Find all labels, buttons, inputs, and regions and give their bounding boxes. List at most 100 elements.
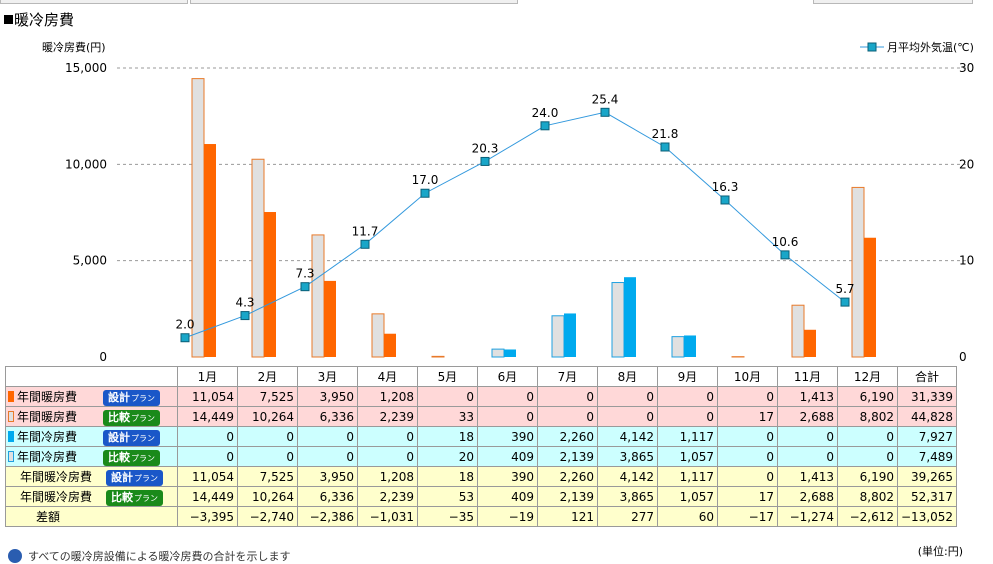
bar-compare — [852, 187, 864, 357]
table-cell: 60 — [658, 507, 718, 527]
bar-compare — [792, 305, 804, 357]
header-cell: 6月 — [478, 367, 538, 387]
table-cell: −2,740 — [238, 507, 298, 527]
plan-badge-text: 設計 — [111, 471, 133, 484]
table-cell: 6,336 — [298, 487, 358, 507]
temperature-label: 17.0 — [412, 173, 439, 187]
plan-badge-text: 設計 — [108, 431, 130, 444]
table-cell: 17 — [718, 407, 778, 427]
plan-badge: 比較プラン — [103, 450, 160, 466]
table-cell: 1,208 — [358, 467, 418, 487]
table-cell: 18 — [418, 427, 478, 447]
temperature-point — [361, 240, 369, 248]
table-cell: 0 — [838, 447, 898, 467]
bar-design — [384, 334, 396, 357]
table-cell: 7,525 — [238, 387, 298, 407]
plan-badge-text: 比較 — [108, 411, 130, 424]
header-cell: 7月 — [538, 367, 598, 387]
temperature-label: 5.7 — [835, 282, 854, 296]
plan-badge-text: 比較 — [108, 451, 130, 464]
table-cell: 52,317 — [898, 487, 957, 507]
bar-compare — [492, 349, 504, 357]
table-cell: −3,395 — [178, 507, 238, 527]
table-cell: 0 — [658, 387, 718, 407]
y-tick-label: 10,000 — [65, 157, 107, 171]
y2-tick-label: 20 — [959, 157, 974, 171]
table-cell: 6,190 — [838, 467, 898, 487]
table-cell: 2,688 — [778, 487, 838, 507]
temperature-label: 7.3 — [295, 267, 314, 281]
table-cell: 0 — [298, 447, 358, 467]
table-cell: 2,239 — [358, 407, 418, 427]
row-label-cell: 年間暖冷房費設計プラン — [6, 467, 178, 487]
legend-marker — [868, 43, 876, 51]
plan-badge-suffix: プラン — [131, 394, 155, 403]
table-cell: 14,449 — [178, 407, 238, 427]
y-tick-label: 5,000 — [73, 254, 107, 268]
bar-compare — [552, 316, 564, 357]
table-cell: 2,260 — [538, 427, 598, 447]
temperature-point — [181, 334, 189, 342]
table-cell: 1,057 — [658, 487, 718, 507]
y2-tick-label: 10 — [959, 254, 974, 268]
bar-design — [804, 330, 816, 357]
table-cell: 7,489 — [898, 447, 957, 467]
temperature-point — [601, 108, 609, 116]
table-cell: 10,264 — [238, 487, 298, 507]
table-cell: 20 — [418, 447, 478, 467]
table-cell: 0 — [538, 387, 598, 407]
y2-tick-label: 0 — [959, 350, 967, 362]
plan-badge: 比較プラン — [103, 410, 160, 426]
table-cell: 277 — [598, 507, 658, 527]
plan-badge: 設計プラン — [106, 470, 163, 486]
row-label: 年間暖冷房費 — [20, 468, 106, 485]
table-cell: −17 — [718, 507, 778, 527]
table-cell: −19 — [478, 507, 538, 527]
bar-design — [684, 335, 696, 357]
bar-compare — [432, 356, 444, 357]
table-cell: 121 — [538, 507, 598, 527]
table-cell: 0 — [838, 427, 898, 447]
header-corner — [6, 367, 178, 387]
temperature-label: 10.6 — [772, 235, 799, 249]
table-cell: 409 — [478, 487, 538, 507]
plan-badge: 設計プラン — [103, 390, 160, 406]
footnote: すべての暖冷房設備による暖冷房費の合計を示します — [8, 548, 290, 564]
plan-badge-suffix: プラン — [134, 494, 158, 503]
table-cell: 53 — [418, 487, 478, 507]
table-cell: 6,336 — [298, 407, 358, 427]
table-cell: 14,449 — [178, 487, 238, 507]
table-cell: 2,260 — [538, 467, 598, 487]
temperature-point — [301, 283, 309, 291]
table-cell: 1,413 — [778, 387, 838, 407]
legend-label: 月平均外気温(℃) — [887, 40, 974, 54]
table-cell: 31,339 — [898, 387, 957, 407]
table-cell: 1,117 — [658, 467, 718, 487]
header-cell: 3月 — [298, 367, 358, 387]
table-cell: 3,865 — [598, 487, 658, 507]
table-cell: 1,057 — [658, 447, 718, 467]
table-cell: 0 — [718, 427, 778, 447]
bar-design — [504, 349, 516, 357]
table-cell: −35 — [418, 507, 478, 527]
table-cell: 0 — [238, 447, 298, 467]
temperature-label: 4.3 — [235, 296, 254, 310]
table-cell: 39,265 — [898, 467, 957, 487]
table-cell: 0 — [778, 447, 838, 467]
header-cell: 合計 — [898, 367, 957, 387]
row-label-cell: 年間暖房費設計プラン — [6, 387, 178, 407]
table-cell: 0 — [478, 407, 538, 427]
table-cell: 390 — [478, 467, 538, 487]
header-cell: 5月 — [418, 367, 478, 387]
table-cell: 0 — [358, 447, 418, 467]
table-cell: 0 — [718, 467, 778, 487]
bar-compare — [672, 337, 684, 357]
temperature-label: 20.3 — [472, 141, 499, 155]
temperature-label: 25.4 — [592, 92, 619, 106]
bar-compare — [252, 159, 264, 357]
